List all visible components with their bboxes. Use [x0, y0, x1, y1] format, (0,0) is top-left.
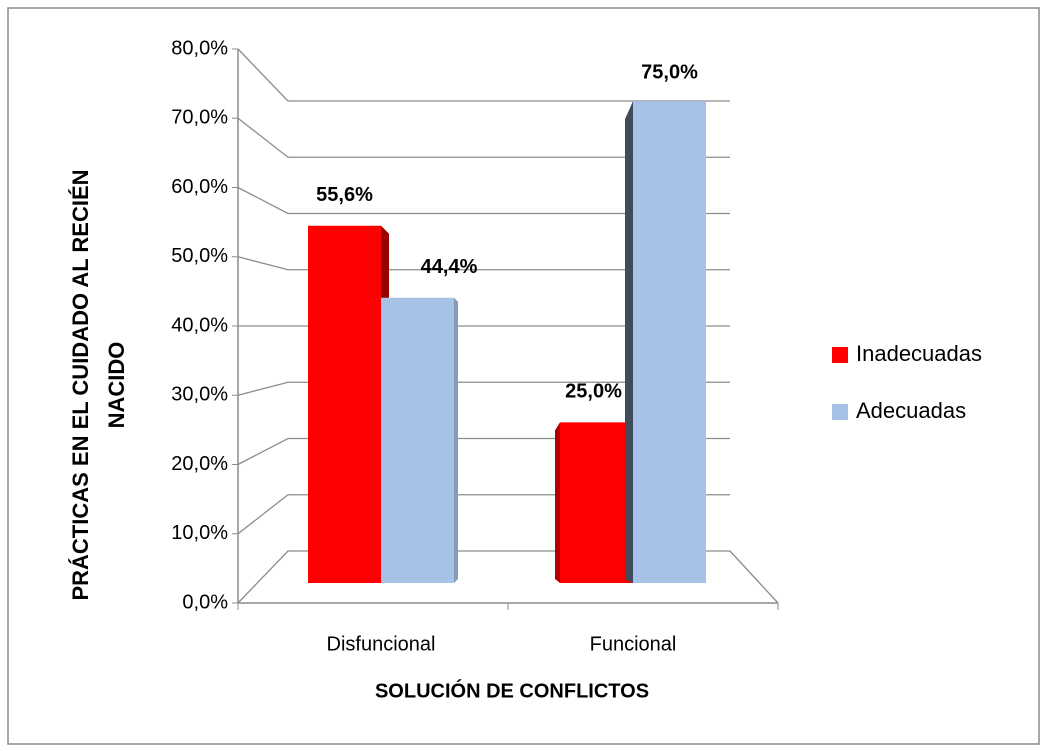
bar — [625, 101, 706, 583]
bar-front — [381, 297, 454, 583]
y-tick-label: 60,0% — [171, 176, 228, 198]
legend-swatch — [832, 347, 848, 363]
y-tick-label: 40,0% — [171, 314, 228, 336]
grid-line — [237, 117, 730, 158]
x-tick-label: Funcional — [590, 633, 677, 655]
bar-front — [308, 225, 381, 583]
bar — [555, 422, 633, 583]
legend-swatch — [832, 404, 848, 420]
bar-front — [560, 422, 633, 583]
y-tick-label: 80,0% — [171, 37, 228, 59]
bar-side — [555, 422, 560, 583]
x-axis-title: SOLUCIÓN DE CONFLICTOS — [375, 678, 649, 702]
grid-line — [237, 381, 730, 396]
bar-side — [454, 297, 458, 583]
y-axis-title: PRÁCTICAS EN EL CUIDADO AL RECIÉN — [68, 169, 93, 600]
x-tick-label: Disfuncional — [327, 633, 436, 655]
legend-label: Adecuadas — [856, 398, 966, 423]
y-axis-title: NACIDO — [104, 342, 129, 429]
grid-line — [237, 256, 730, 271]
y-tick-label: 70,0% — [171, 107, 228, 129]
value-label: 75,0% — [641, 61, 698, 83]
y-tick-label: 0,0% — [182, 591, 228, 613]
bar — [308, 225, 389, 583]
value-label: 44,4% — [421, 256, 478, 278]
value-label: 25,0% — [565, 381, 622, 403]
grid-line — [237, 48, 730, 102]
grid-line — [237, 186, 730, 215]
floor-edge — [729, 550, 779, 604]
bar-front — [633, 101, 706, 583]
y-tick-label: 50,0% — [171, 245, 228, 267]
bar-side — [625, 101, 633, 583]
legend-label: Inadecuadas — [856, 341, 982, 366]
y-tick-label: 30,0% — [171, 384, 228, 406]
bar — [381, 297, 458, 583]
y-tick-label: 20,0% — [171, 453, 228, 475]
value-label: 55,6% — [316, 184, 373, 206]
frame — [7, 7, 1040, 745]
y-tick-label: 10,0% — [171, 522, 228, 544]
